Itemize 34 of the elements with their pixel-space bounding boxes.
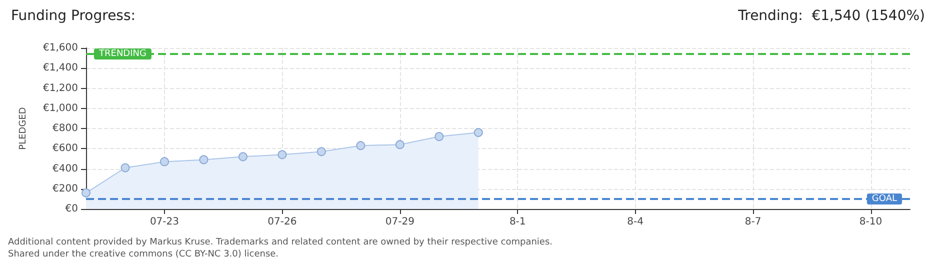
point	[238, 152, 248, 162]
text: Additional content provided by Markus Kruse. Trademarks and related content are owned by their respective companies.	[8, 238, 552, 248]
ref-line-label: GOAL	[872, 194, 897, 204]
text: Shared under the creative commons (CC BY-NC 3.0) license.	[8, 250, 279, 260]
point	[395, 140, 404, 150]
point	[278, 150, 287, 160]
y-axis-title: PLEDGED	[18, 107, 28, 150]
y-tick-label: €1,600	[43, 42, 78, 54]
chart-subtitle: Trending: €1,540 (1540%)	[737, 8, 925, 24]
chart-title: Funding Progress:	[11, 8, 136, 24]
x-tick-label: 07-26	[268, 216, 297, 228]
point	[82, 188, 90, 198]
x-tick-label: 8-4	[627, 216, 644, 228]
point	[120, 163, 130, 172]
x-tick-label: 8-10	[859, 216, 882, 228]
x-tick-label: 07-23	[150, 216, 180, 228]
point	[474, 128, 483, 138]
point	[160, 157, 169, 166]
x-tick-label: 8-7	[744, 216, 762, 228]
point	[356, 141, 366, 150]
y-tick-label: €600	[52, 143, 78, 154]
y-tick-label: €1,000	[43, 102, 78, 114]
y-tick-label: €1,400	[43, 62, 78, 74]
ref-line-label: TRENDING	[98, 49, 146, 60]
point	[199, 155, 208, 164]
point	[316, 147, 326, 156]
y-tick-label: €1,200	[43, 82, 78, 94]
point	[434, 132, 444, 142]
x-tick-label: 07-29	[385, 216, 414, 228]
y-tick-label: €400	[52, 163, 78, 174]
y-tick-label: €800	[52, 123, 78, 134]
x-tick-label: 8-1	[509, 216, 526, 228]
y-tick-label: €0	[65, 204, 78, 214]
y-tick-label: €200	[52, 183, 78, 194]
